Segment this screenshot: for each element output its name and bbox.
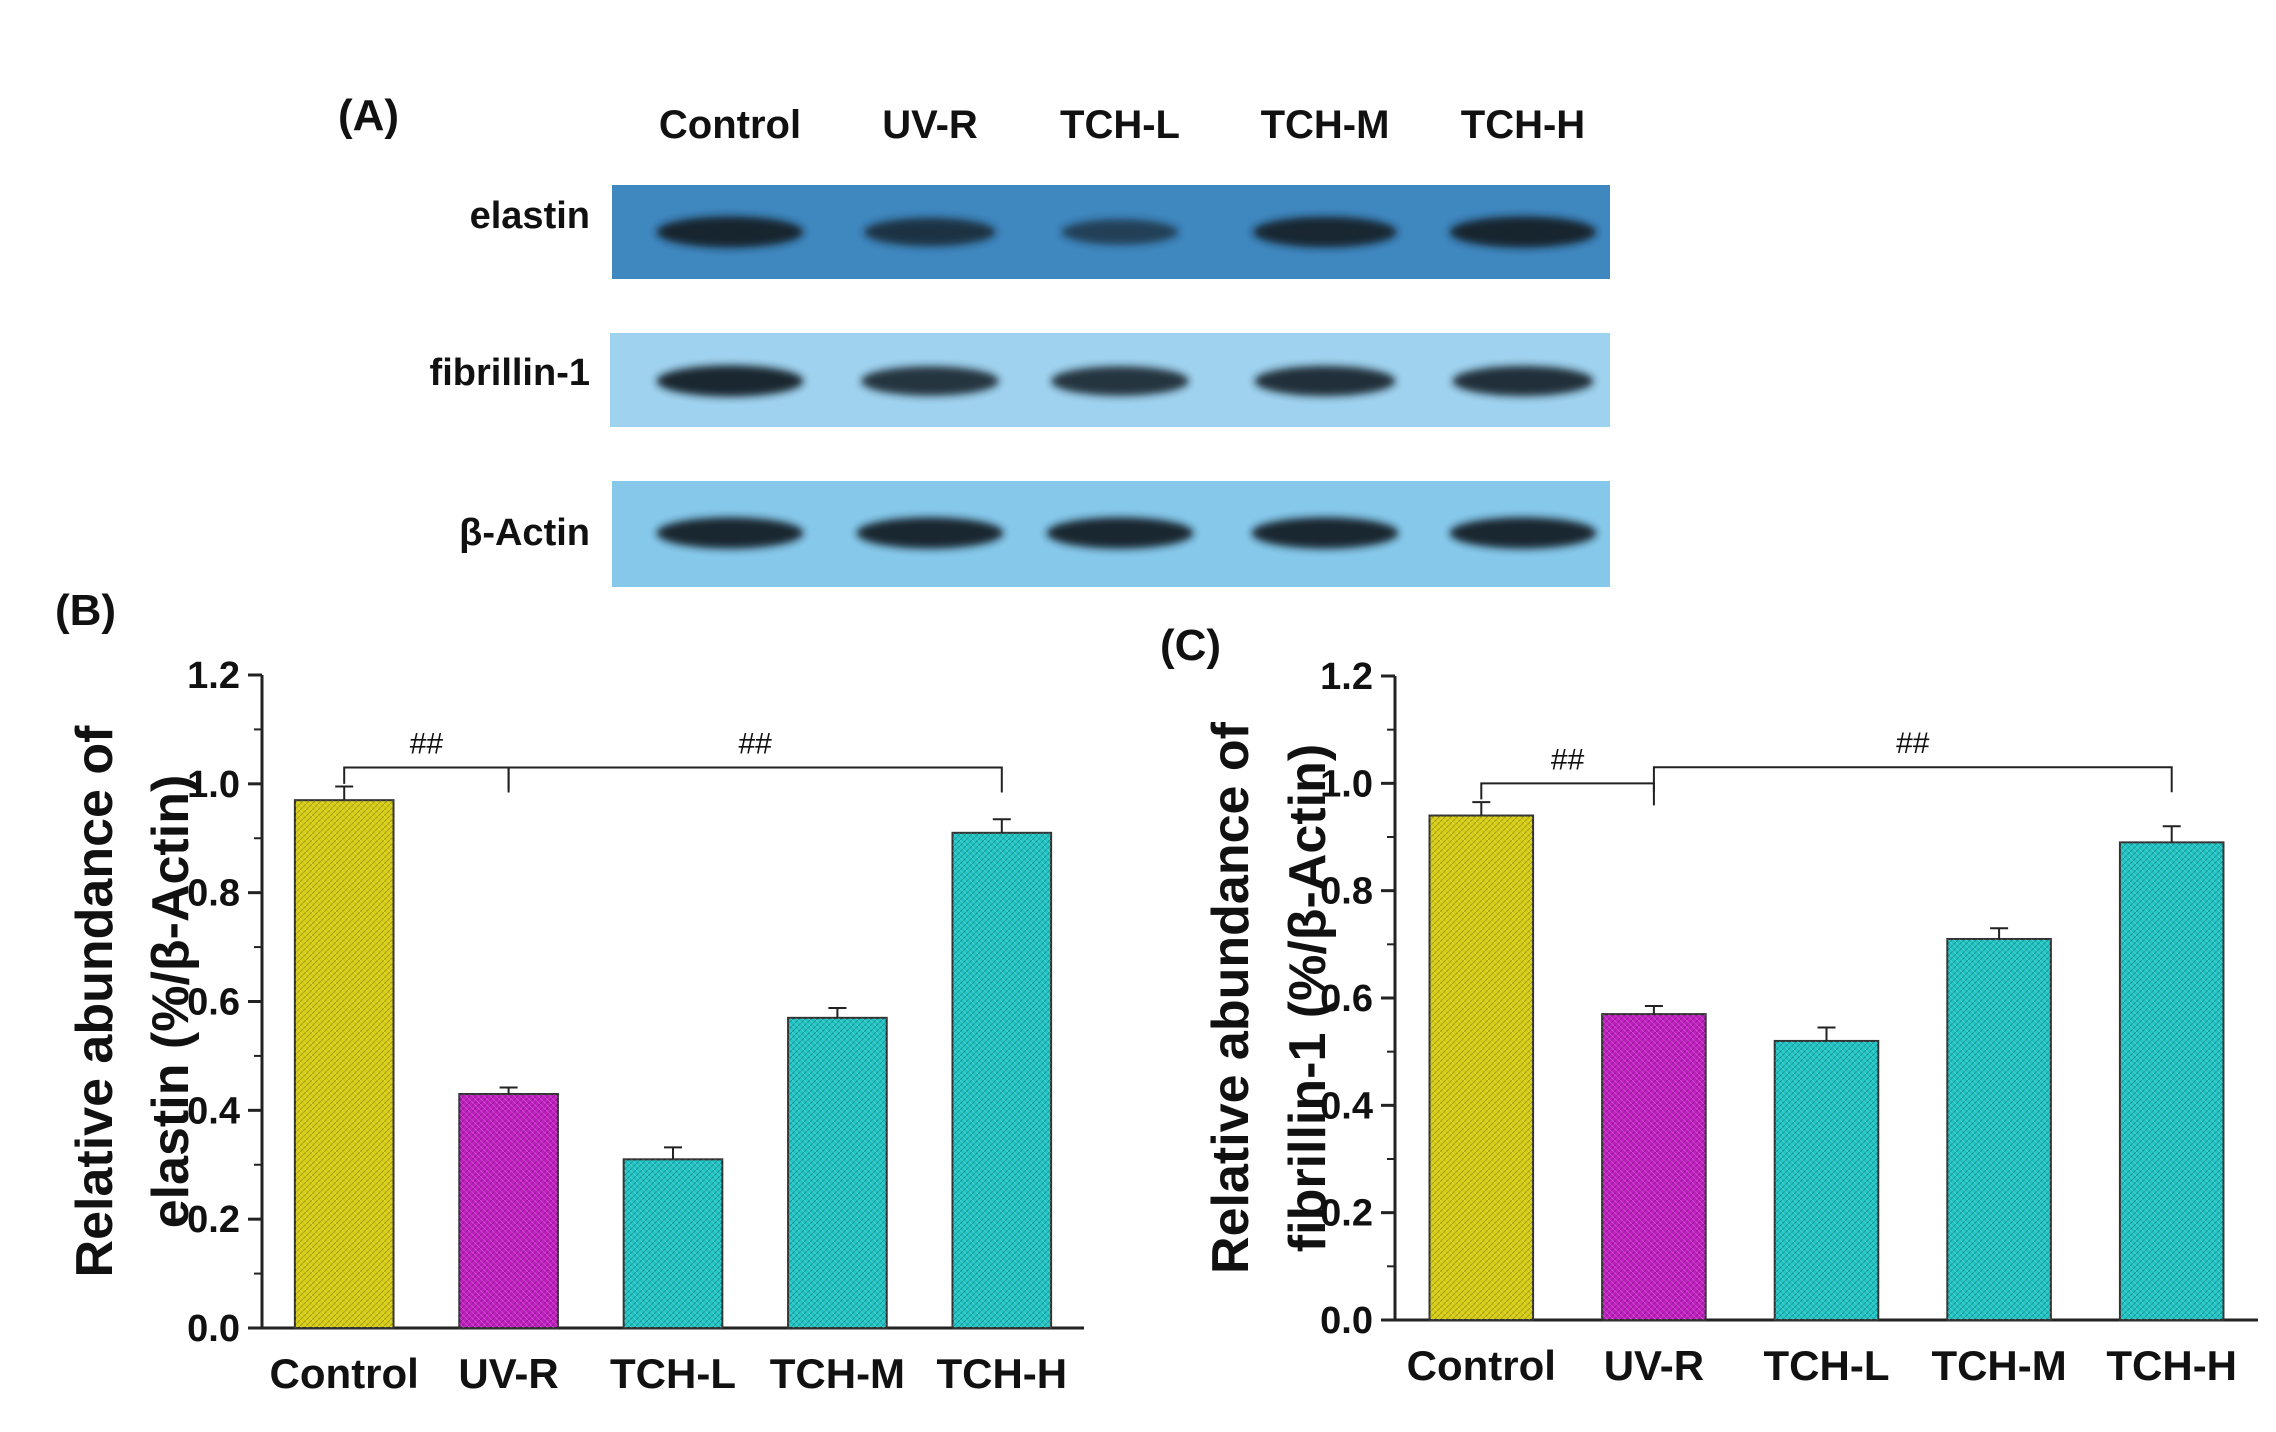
panel-c-label: (C) <box>1160 621 1221 670</box>
elastin-bar-chart: 0.0 0.2 0.4 0.6 0.8 1.0 1.2 Relative abundance … <box>66 655 1084 1397</box>
y-tick-label: 0.8 <box>1320 871 1373 913</box>
significance-bracket <box>343 766 510 790</box>
x-category-label: TCH-H <box>2106 1342 2237 1389</box>
blot-band-fibrillin1-lane-4 <box>1254 365 1396 397</box>
x-category-label: Control <box>270 1350 419 1397</box>
x-category-label: UV-R <box>458 1350 558 1397</box>
lane-label-uv-r: UV-R <box>882 103 978 147</box>
blot-bands <box>656 216 1597 549</box>
y-tick-label: 1.2 <box>1320 656 1373 698</box>
significance-bracket <box>1652 766 2173 793</box>
blot-band-Actin-lane-2 <box>856 517 1004 549</box>
blot-label-beta-actin: β-Actin <box>459 512 590 554</box>
bar-texture <box>294 800 394 1328</box>
y-tick-label: 0.6 <box>187 982 240 1024</box>
blot-band-elastin-lane-1 <box>656 216 804 248</box>
x-category-label: Control <box>1407 1342 1556 1389</box>
panel-a-label: (A) <box>338 91 399 140</box>
bar-texture <box>1947 938 2051 1320</box>
significance-bracket <box>507 766 1003 793</box>
lane-label-control: Control <box>659 103 801 147</box>
blot-band-elastin-lane-4 <box>1253 216 1397 248</box>
bar-texture <box>788 1017 887 1328</box>
fibrillin-bar-chart: 0.0 0.2 0.4 0.6 0.8 1.0 1.2 Relative abundance … <box>1202 656 2258 1389</box>
western-blot-panel: (A) Control UV-R TCH-L TCH-M TCH-H elast… <box>338 91 1610 587</box>
blot-band-fibrillin1-lane-1 <box>656 365 804 397</box>
y-tick-label: 1.2 <box>187 655 240 697</box>
blot-band-elastin-lane-5 <box>1449 216 1597 248</box>
x-category-label: TCH-H <box>936 1350 1067 1397</box>
y-tick-label: 0.6 <box>1320 978 1373 1020</box>
bar-texture <box>1774 1040 1879 1320</box>
y-tick-label: 0.0 <box>1320 1300 1373 1342</box>
x-category-label: UV-R <box>1604 1342 1704 1389</box>
significance-marker: ## <box>1551 743 1585 776</box>
blot-band-fibrillin1-lane-3 <box>1051 366 1189 396</box>
significance-bracket <box>1480 782 1655 806</box>
y-axis-title-line1: Relative abundance of <box>1202 721 1260 1274</box>
blot-band-Actin-lane-3 <box>1046 517 1194 549</box>
blot-band-Actin-lane-4 <box>1251 517 1399 549</box>
blot-band-fibrillin1-lane-2 <box>861 366 999 396</box>
x-category-label: TCH-L <box>610 1350 736 1397</box>
y-axis-title-line2: fibrillin-1 (%/β-Actin) <box>1279 744 1337 1252</box>
bar-texture <box>459 1094 558 1328</box>
y-tick-label: 1.0 <box>1320 763 1373 805</box>
bar-texture <box>952 832 1052 1328</box>
blot-band-Actin-lane-5 <box>1449 517 1597 549</box>
x-category-label: TCH-M <box>770 1350 905 1397</box>
blot-band-elastin-lane-2 <box>864 217 996 247</box>
chart-panel-c: (C) 0.0 0.2 0.4 0.6 0.8 1.0 1.2 Relative abunda… <box>1160 621 2258 1389</box>
chart-panel-b: (B) 0.0 0.2 0.4 0.6 0.8 1.0 1.2 Relative abunda… <box>55 586 1084 1397</box>
y-tick-label: 1.0 <box>187 764 240 806</box>
bar-texture <box>1602 1014 1706 1320</box>
significance-marker: ## <box>739 728 773 761</box>
bar-texture <box>623 1159 723 1328</box>
blot-band-elastin-lane-3 <box>1061 219 1179 245</box>
y-tick-label: 0.8 <box>187 873 240 915</box>
y-axis-title-line1: Relative abundance of <box>66 725 124 1278</box>
y-tick-label: 0.2 <box>187 1199 240 1241</box>
lane-label-tch-h: TCH-H <box>1461 103 1585 147</box>
lane-label-tch-m: TCH-M <box>1261 103 1390 147</box>
x-category-label: TCH-M <box>1931 1342 2066 1389</box>
blot-band-fibrillin1-lane-5 <box>1452 365 1594 397</box>
y-tick-label: 0.4 <box>1320 1085 1373 1127</box>
significance-marker: ## <box>1896 727 1930 760</box>
blot-label-elastin: elastin <box>470 195 590 237</box>
lane-label-tch-l: TCH-L <box>1060 103 1180 147</box>
y-tick-label: 0.2 <box>1320 1193 1373 1235</box>
y-axis-title-line2: elastin (%/β-Actin) <box>142 775 200 1229</box>
blot-label-fibrillin-1: fibrillin-1 <box>430 352 590 394</box>
panel-b-label: (B) <box>55 586 116 635</box>
x-category-label: TCH-L <box>1764 1342 1890 1389</box>
y-tick-label: 0.4 <box>187 1090 240 1132</box>
blot-band-Actin-lane-1 <box>656 517 804 549</box>
y-tick-label: 0.0 <box>187 1308 240 1350</box>
significance-marker: ## <box>410 728 444 761</box>
bar-texture <box>1429 815 1534 1320</box>
bar-texture <box>2119 842 2224 1320</box>
